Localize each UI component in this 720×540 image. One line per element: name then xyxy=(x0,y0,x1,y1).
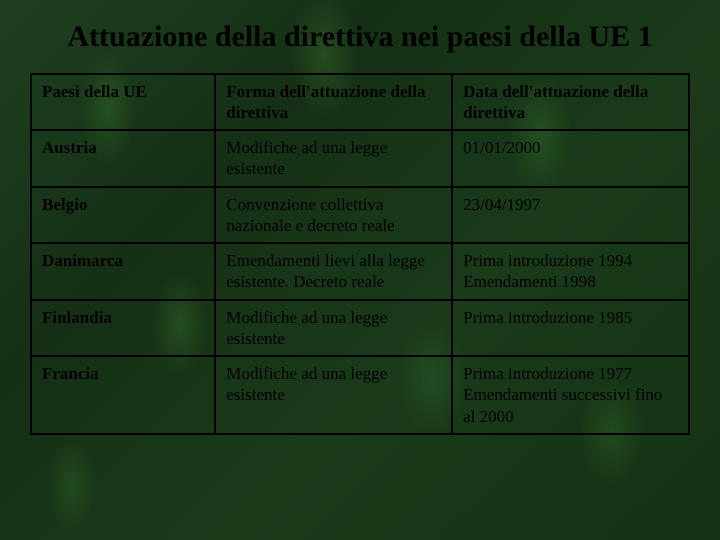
cell-date: Prima introduzione 1985 xyxy=(452,300,689,357)
cell-form: Modifiche ad una legge esistente xyxy=(215,356,452,434)
cell-form: Emendamenti lievi alla legge esistente. … xyxy=(215,243,452,300)
cell-form: Modifiche ad una legge esistente xyxy=(215,130,452,187)
slide: Attuazione della direttiva nei paesi del… xyxy=(0,0,720,540)
cell-date: Prima introduzione 1977 Emendamenti succ… xyxy=(452,356,689,434)
table-row: Finlandia Modifiche ad una legge esisten… xyxy=(31,300,689,357)
directive-table: Paesi della UE Forma dell'attuazione del… xyxy=(30,73,690,435)
col-header-country: Paesi della UE xyxy=(31,74,215,131)
table-row: Danimarca Emendamenti lievi alla legge e… xyxy=(31,243,689,300)
cell-country: Francia xyxy=(31,356,215,434)
cell-country: Austria xyxy=(31,130,215,187)
cell-country: Finlandia xyxy=(31,300,215,357)
slide-title: Attuazione della direttiva nei paesi del… xyxy=(30,20,690,55)
table-row: Austria Modifiche ad una legge esistente… xyxy=(31,130,689,187)
table-row: Francia Modifiche ad una legge esistente… xyxy=(31,356,689,434)
cell-country: Danimarca xyxy=(31,243,215,300)
cell-date: 23/04/1997 xyxy=(452,187,689,244)
cell-form: Modifiche ad una legge esistente xyxy=(215,300,452,357)
cell-date: 01/01/2000 xyxy=(452,130,689,187)
col-header-form: Forma dell'attuazione della direttiva xyxy=(215,74,452,131)
col-header-date: Data dell'attuazione della direttiva xyxy=(452,74,689,131)
cell-country: Belgio xyxy=(31,187,215,244)
cell-date: Prima introduzione 1994 Emendamenti 1998 xyxy=(452,243,689,300)
cell-form: Convenzione collettiva nazionale e decre… xyxy=(215,187,452,244)
table-header-row: Paesi della UE Forma dell'attuazione del… xyxy=(31,74,689,131)
table-row: Belgio Convenzione collettiva nazionale … xyxy=(31,187,689,244)
